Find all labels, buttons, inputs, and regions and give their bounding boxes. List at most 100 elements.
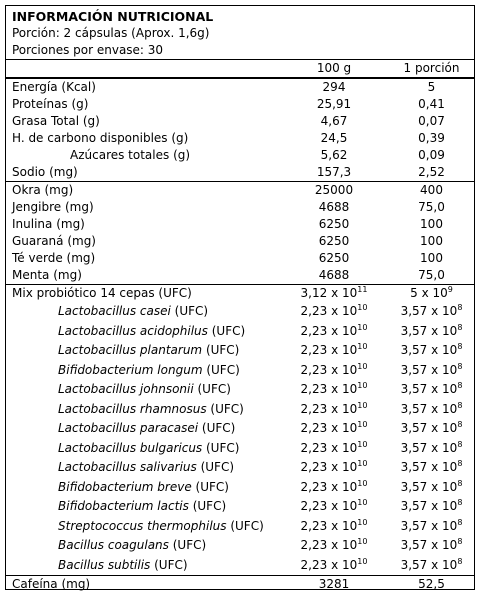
nutrition-facts-table: INFORMACIÓN NUTRICIONAL Porción: 2 cápsu… (5, 5, 475, 593)
ingredient-name: Té verde (mg) (12, 251, 96, 265)
strain-unit: (UFC) (202, 362, 240, 377)
strain-species: Lactobacillus johnsonii (58, 382, 194, 396)
value-100g: 2,23 x 1010 (300, 342, 368, 358)
value-100g: 2,23 x 1010 (300, 420, 368, 436)
nutrient-name: Energía (Kcal) (12, 80, 96, 94)
strain-row: Lactobacillus casei (UFC) 2,23 x 1010 3,57… (6, 302, 474, 322)
value-serving: 3,57 x 108 (400, 498, 463, 514)
value-100g: 25000 (314, 183, 354, 197)
strain-name: Streptococcus thermophilus (UFC) (6, 517, 279, 537)
value-serving: 3,57 x 108 (400, 420, 463, 436)
value-100g: 157,3 (316, 165, 352, 179)
value-100g: 24,5 (320, 131, 348, 145)
nutrient-name: Sodio (mg) (12, 165, 78, 179)
strain-name: Bacillus subtilis (UFC) (6, 556, 279, 576)
caffeine-row: Cafeína (mg) 3281 52,5 (6, 576, 474, 593)
table-row: Proteínas (g) 25,91 0,41 (6, 96, 474, 113)
value-serving: 2,52 (418, 165, 445, 179)
column-header-blank (6, 60, 279, 77)
strain-species: Bacillus subtilis (58, 557, 151, 572)
value-100g: 4688 (318, 200, 350, 214)
strain-species: Lactobacillus rhamnosus (58, 401, 207, 416)
value-100g: 6250 (318, 217, 350, 231)
strain-row: Lactobacillus bulgaricus (UFC) 2,23 x 101… (6, 439, 474, 459)
strain-species: Bacillus coagulans (58, 538, 169, 552)
value-100g: 2,23 x 1010 (300, 381, 368, 397)
value-100g: 2,23 x 1010 (300, 439, 368, 455)
strain-row: Bifidobacterium longum (UFC) 2,23 x 1010 3… (6, 361, 474, 381)
value-100g: 2,23 x 1010 (300, 517, 368, 533)
value-serving: 3,57 x 108 (400, 361, 463, 377)
value-100g: 4,67 (320, 114, 348, 128)
value-serving: 3,57 x 108 (400, 342, 463, 358)
strain-unit: (UFC) (206, 401, 244, 416)
strain-name: Lactobacillus salivarius (UFC) (6, 458, 279, 478)
strain-name: Bifidobacterium longum (UFC) (6, 361, 279, 381)
strain-unit: (UFC) (170, 304, 209, 318)
strain-species: Lactobacillus salivarius (58, 460, 197, 474)
value-serving: 0,07 (418, 114, 445, 128)
value-100g: 294 (322, 80, 346, 94)
value-100g: 4688 (318, 268, 350, 282)
value-serving: 75,0 (418, 268, 445, 282)
value-serving: 5 (427, 80, 436, 94)
strain-unit: (UFC) (150, 557, 188, 572)
value-serving: 3,57 x 108 (400, 537, 463, 553)
strain-species: Lactobacillus paracasei (58, 421, 199, 435)
strain-row: Bifidobacterium lactis (UFC) 2,23 x 1010 3… (6, 497, 474, 517)
caffeine-value-100g: 3281 (318, 577, 350, 591)
strain-unit: (UFC) (198, 421, 236, 435)
table-row: Té verde (mg) 6250 100 (6, 250, 474, 267)
strain-unit: (UFC) (202, 343, 240, 357)
servings-per-container: Porciones por envase: 30 (12, 43, 164, 57)
table-row: Guaraná (mg) 6250 100 (6, 233, 474, 250)
value-serving: 100 (420, 234, 443, 248)
strain-unit: (UFC) (191, 479, 229, 494)
strain-row: Bacillus subtilis (UFC) 2,23 x 1010 3,57 x… (6, 556, 474, 576)
table-row: Inulina (mg) 6250 100 (6, 216, 474, 233)
value-100g: 2,23 x 1010 (300, 400, 368, 416)
value-100g: 6250 (318, 251, 350, 265)
value-serving: 75,0 (418, 200, 445, 214)
strain-unit: (UFC) (193, 382, 231, 396)
column-header-per100: 100 g (316, 61, 352, 75)
strain-row: Lactobacillus johnsonii (UFC) 2,23 x 1010… (6, 380, 474, 400)
value-100g: 5,62 (320, 148, 348, 162)
strain-row: Lactobacillus acidophilus (UFC) 2,23 x 10… (6, 322, 474, 342)
strain-species: Bifidobacterium longum (58, 362, 203, 377)
strain-species: Streptococcus thermophilus (58, 518, 227, 533)
strain-name: Lactobacillus plantarum (UFC) (6, 341, 279, 361)
strain-name: Lactobacillus casei (UFC) (6, 302, 279, 322)
probiotic-mix-name: Mix probiótico 14 cepas (UFC) (12, 286, 192, 300)
strain-name: Lactobacillus johnsonii (UFC) (6, 380, 279, 400)
strain-name: Lactobacillus bulgaricus (UFC) (6, 439, 279, 459)
caffeine-value-serving: 52,5 (418, 577, 445, 591)
ingredient-name: Menta (mg) (12, 268, 82, 282)
table-row: H. de carbono disponibles (g) 24,5 0,39 (6, 130, 474, 147)
strain-species: Lactobacillus plantarum (58, 343, 203, 357)
herbal-ingredients-section: Okra (mg) 25000 400 Jengibre (mg) 4688 75,0 In… (6, 182, 474, 284)
value-serving: 3,57 x 108 (400, 459, 463, 475)
nutrient-name: H. de carbono disponibles (g) (12, 131, 189, 145)
strain-row: Lactobacillus paracasei (UFC) 2,23 x 1010… (6, 419, 474, 439)
strain-row: Bacillus coagulans (UFC) 2,23 x 1010 3,57 … (6, 536, 474, 556)
probiotic-mix-value-serving: 5 x 109 (410, 285, 453, 301)
strain-unit: (UFC) (188, 499, 227, 513)
strain-name: Bifidobacterium breve (UFC) (6, 478, 279, 498)
value-serving: 3,57 x 108 (400, 517, 463, 533)
value-serving: 100 (420, 217, 443, 231)
ingredient-name: Okra (mg) (12, 183, 74, 197)
table-row: Grasa Total (g) 4,67 0,07 (6, 113, 474, 130)
strain-unit: (UFC) (226, 518, 264, 533)
value-100g: 2,23 x 1010 (300, 537, 368, 553)
value-serving: 100 (420, 251, 443, 265)
strain-row: Bifidobacterium breve (UFC) 2,23 x 1010 3,… (6, 478, 474, 498)
strain-name: Bifidobacterium lactis (UFC) (6, 497, 279, 517)
strain-species: Lactobacillus bulgaricus (58, 440, 203, 455)
strain-row: Lactobacillus plantarum (UFC) 2,23 x 1010… (6, 341, 474, 361)
strain-name: Lactobacillus paracasei (UFC) (6, 419, 279, 439)
probiotic-mix-row: Mix probiótico 14 cepas (UFC) 3,12 x 101… (6, 285, 474, 302)
strain-species: Lactobacillus acidophilus (58, 323, 208, 338)
value-serving: 3,57 x 108 (400, 478, 463, 494)
strain-unit: (UFC) (168, 538, 207, 552)
